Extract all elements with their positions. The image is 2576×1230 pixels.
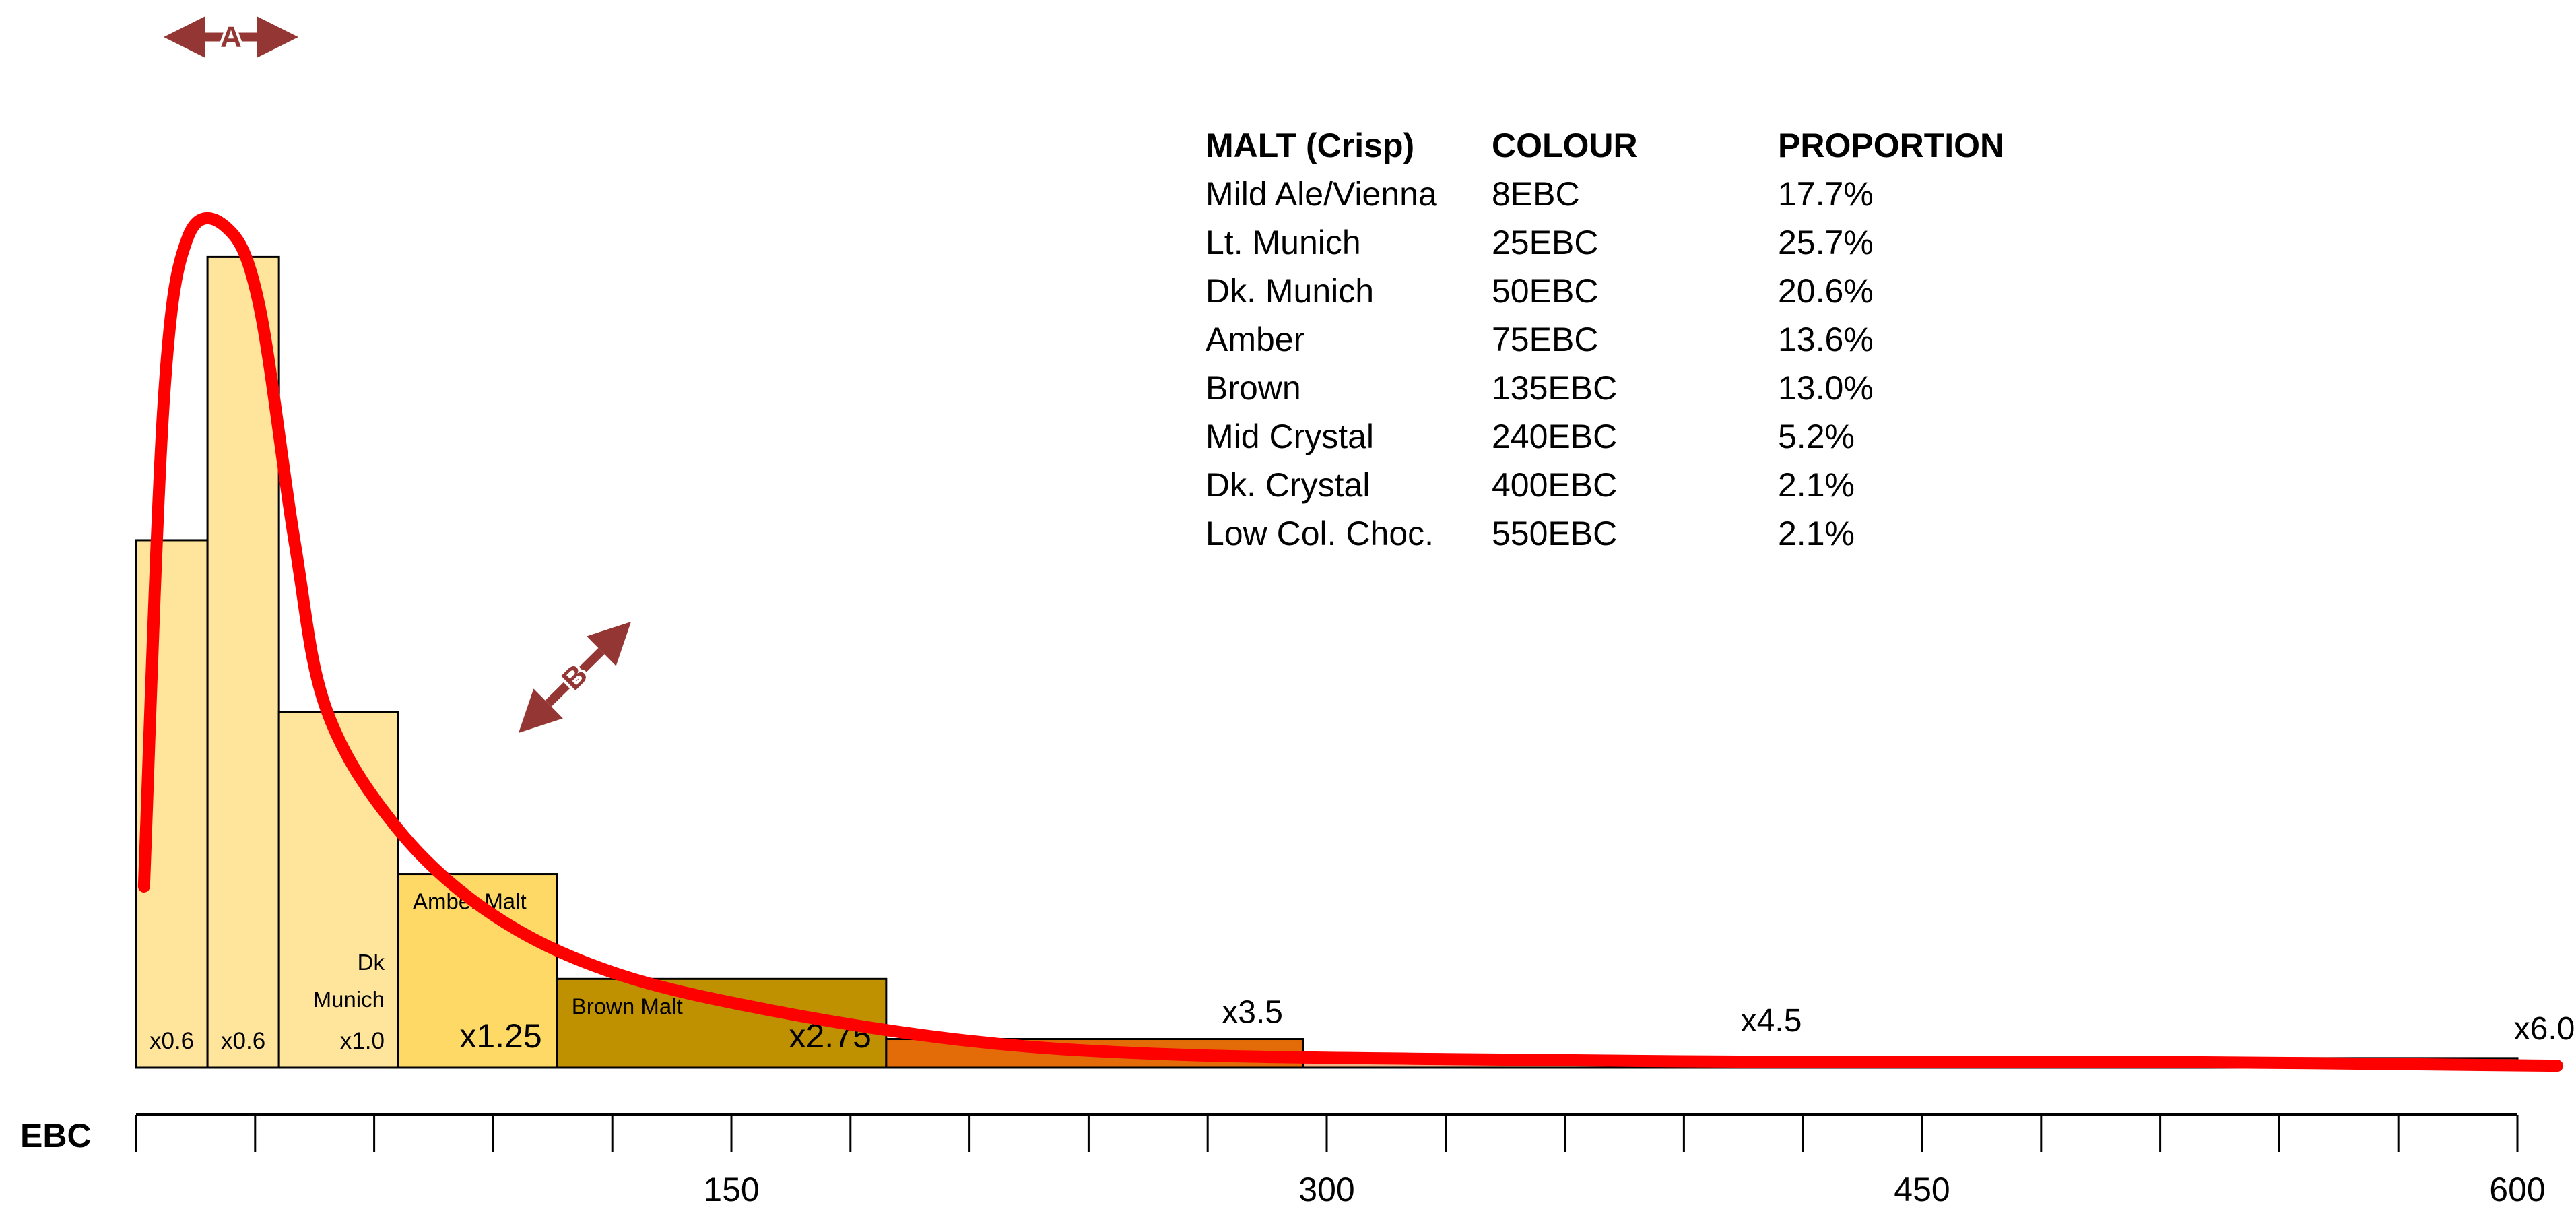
bar-label: Dk [358, 950, 385, 975]
malt-name: Mid Crystal [1206, 418, 1375, 455]
malt-colour: 240EBC [1492, 418, 1618, 455]
bar-value-label: x3.5 [1222, 995, 1283, 1031]
malt-table: MALT (Crisp) COLOUR PROPORTION Mild Ale/… [1206, 121, 2061, 558]
malt-proportion: 13.0% [1778, 369, 1874, 407]
bar-value-label: x6.0 [2514, 1011, 2575, 1047]
malt-colour: 400EBC [1492, 466, 1618, 504]
arrow-head [164, 16, 205, 58]
table-row: Dk. Crystal 400EBC 2.1% [1206, 461, 2061, 509]
x-axis: 150 300 450 600 EBC [20, 1113, 2546, 1208]
annotation-b-arrow: B [519, 622, 631, 733]
bar-value-label: x1.25 [459, 1017, 541, 1055]
x-tick-label: 150 [703, 1171, 759, 1208]
malt-proportion: 20.6% [1778, 272, 1874, 310]
table-row: Brown 135EBC 13.0% [1206, 364, 2061, 412]
header-malt: MALT (Crisp) [1206, 127, 1415, 164]
table-row: Lt. Munich 25EBC 25.7% [1206, 218, 2061, 267]
bar [277, 711, 399, 1069]
malt-colour: 550EBC [1492, 515, 1618, 552]
bar-label: x0.6 [150, 1028, 194, 1054]
annotation-a-arrow: A [164, 16, 298, 58]
arrow-head [587, 622, 631, 666]
malt-name: Brown [1206, 369, 1301, 407]
x-tick-label: 600 [2489, 1171, 2545, 1208]
malt-name: Lt. Munich [1206, 224, 1361, 261]
malt-table-header: MALT (Crisp) COLOUR PROPORTION [1206, 121, 2061, 170]
header-proportion: PROPORTION [1778, 127, 2005, 164]
malt-proportion: 17.7% [1778, 175, 1874, 213]
malt-name: Dk. Munich [1206, 272, 1375, 310]
malt-colour: 8EBC [1492, 175, 1580, 213]
arrow-shaft [545, 647, 605, 707]
arrow-head [519, 688, 563, 733]
table-row: Dk. Munich 50EBC 20.6% [1206, 267, 2061, 315]
distribution-curve [137, 212, 2563, 1072]
bar-label: x0.6 [221, 1028, 265, 1054]
bar-label: x1.0 [340, 1028, 385, 1054]
bar-label: Brown Malt [572, 994, 683, 1018]
x-axis-label: EBC [20, 1117, 92, 1155]
malt-proportion: 13.6% [1778, 321, 1874, 358]
malt-name: Amber [1206, 321, 1305, 358]
malt-colour: 135EBC [1492, 369, 1618, 407]
malt-name: Dk. Crystal [1206, 466, 1370, 504]
arrow-head [257, 16, 298, 58]
arrow-label: A [220, 21, 242, 54]
malt-proportion: 25.7% [1778, 224, 1874, 261]
annotations: AB [164, 16, 631, 733]
table-row: Amber 75EBC 13.6% [1206, 315, 2061, 364]
x-tick-label: 300 [1298, 1171, 1354, 1208]
malt-colour: 25EBC [1492, 224, 1599, 261]
malt-proportion: 5.2% [1778, 418, 1855, 455]
table-row: Mid Crystal 240EBC 5.2% [1206, 412, 2061, 461]
bar-value-label: x4.5 [1741, 1003, 1802, 1039]
malt-proportion: 2.1% [1778, 466, 1855, 504]
malt-colour: 50EBC [1492, 272, 1599, 310]
malt-name: Mild Ale/Vienna [1206, 175, 1437, 213]
table-row: Mild Ale/Vienna 8EBC 17.7% [1206, 170, 2061, 218]
x-tick-label: 450 [1894, 1171, 1950, 1208]
malt-name: Low Col. Choc. [1206, 515, 1434, 552]
malt-proportion: 2.1% [1778, 515, 1855, 552]
table-row: Low Col. Choc. 550EBC 2.1% [1206, 509, 2061, 558]
header-colour: COLOUR [1492, 127, 1638, 164]
curve-layer [137, 212, 2563, 1072]
bar-label: Munich [313, 987, 385, 1012]
malt-colour: 75EBC [1492, 321, 1599, 358]
